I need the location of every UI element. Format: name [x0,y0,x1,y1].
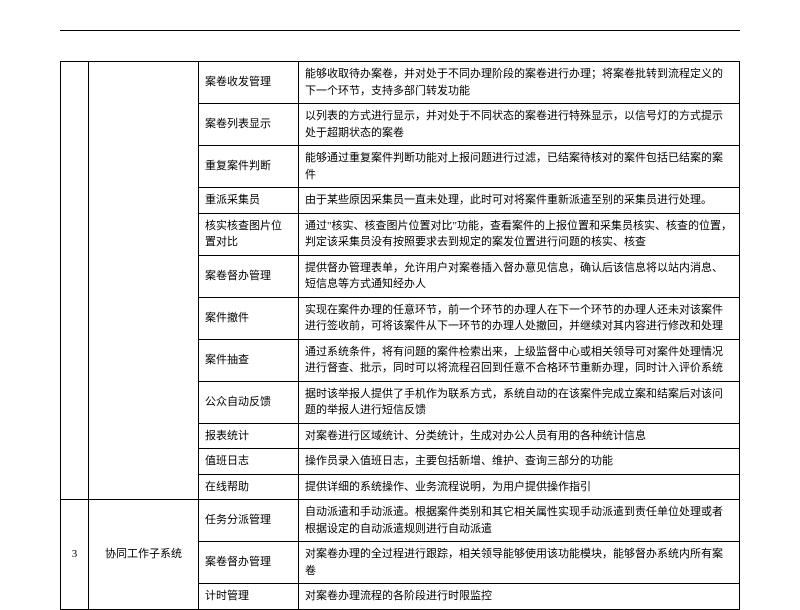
function-table: 案卷收发管理能够收取待办案卷，并对处于不同办理阶段的案卷进行办理；将案卷批转到流… [60,61,740,610]
cell-function: 重派采集员 [199,188,299,214]
cell-description: 通过系统条件，将有问题的案件检索出来，上级监督中心或相关领导可对案件处理情况进行… [299,339,740,381]
cell-description: 提供督办管理表单，允许用户对案卷插入督办意见信息，确认后该信息将以站内消息、短信… [299,255,740,297]
cell-function: 任务分派管理 [199,500,299,542]
table-row: 案卷收发管理能够收取待办案卷，并对处于不同办理阶段的案卷进行办理；将案卷批转到流… [61,62,740,104]
cell-function: 案件撤件 [199,297,299,339]
cell-function: 公众自动反馈 [199,381,299,423]
cell-function: 案件抽查 [199,339,299,381]
cell-system: 协同工作子系统 [89,500,199,610]
cell-description: 操作员录入值班日志，主要包括新增、维护、查询三部分的功能 [299,449,740,475]
cell-description: 对案卷进行区域统计、分类统计，生成对办公人员有用的各种统计信息 [299,423,740,449]
page-top-rule [60,30,740,31]
cell-id [61,62,89,500]
cell-description: 能够通过重复案件判断功能对上报问题进行过滤，已结案待核对的案件包括已结案的案件 [299,146,740,188]
cell-function: 重复案件判断 [199,146,299,188]
cell-function: 报表统计 [199,423,299,449]
table-row: 3协同工作子系统任务分派管理自动派遣和手动派遣。根据案件类别和其它相关属性实现手… [61,500,740,542]
cell-description: 通过"核实、核查图片位置对比"功能，查看案件的上报位置和采集员核实、核查的位置，… [299,213,740,255]
cell-description: 据时该举报人提供了手机作为联系方式，系统自动的在该案件完成立案和结案后对该问题的… [299,381,740,423]
cell-description: 由于某些原因采集员一直未处理，此时可对将案件重新派遣至别的采集员进行处理。 [299,188,740,214]
cell-description: 对案卷办理的全过程进行跟踪，相关领导能够使用该功能模块，能够督办系统内所有案卷 [299,542,740,584]
cell-description: 实现在案件办理的任意环节，前一个环节的办理人在下一个环节的办理人还未对该案件进行… [299,297,740,339]
cell-description: 提供详细的系统操作、业务流程说明，为用户提供操作指引 [299,474,740,500]
cell-function: 值班日志 [199,449,299,475]
cell-description: 自动派遣和手动派遣。根据案件类别和其它相关属性实现手动派遣到责任单位处理或者根据… [299,500,740,542]
cell-system [89,62,199,500]
cell-description: 对案卷办理流程的各阶段进行时限监控 [299,584,740,610]
cell-function: 案卷列表显示 [199,104,299,146]
cell-function: 案卷督办管理 [199,542,299,584]
cell-function: 在线帮助 [199,474,299,500]
cell-description: 以列表的方式进行显示，并对处于不同状态的案卷进行特殊显示，以信号灯的方式提示处于… [299,104,740,146]
cell-description: 能够收取待办案卷，并对处于不同办理阶段的案卷进行办理；将案卷批转到流程定义的下一… [299,62,740,104]
cell-function: 案卷督办管理 [199,255,299,297]
cell-id: 3 [61,500,89,610]
cell-function: 核实核查图片位置对比 [199,213,299,255]
cell-function: 案卷收发管理 [199,62,299,104]
cell-function: 计时管理 [199,584,299,610]
